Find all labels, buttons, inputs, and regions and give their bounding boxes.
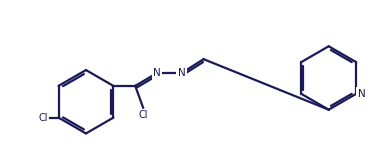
Text: N: N <box>178 68 185 78</box>
Text: N: N <box>153 68 161 78</box>
Text: N: N <box>358 89 366 99</box>
Text: Cl: Cl <box>138 110 148 120</box>
Text: Cl: Cl <box>38 113 48 123</box>
